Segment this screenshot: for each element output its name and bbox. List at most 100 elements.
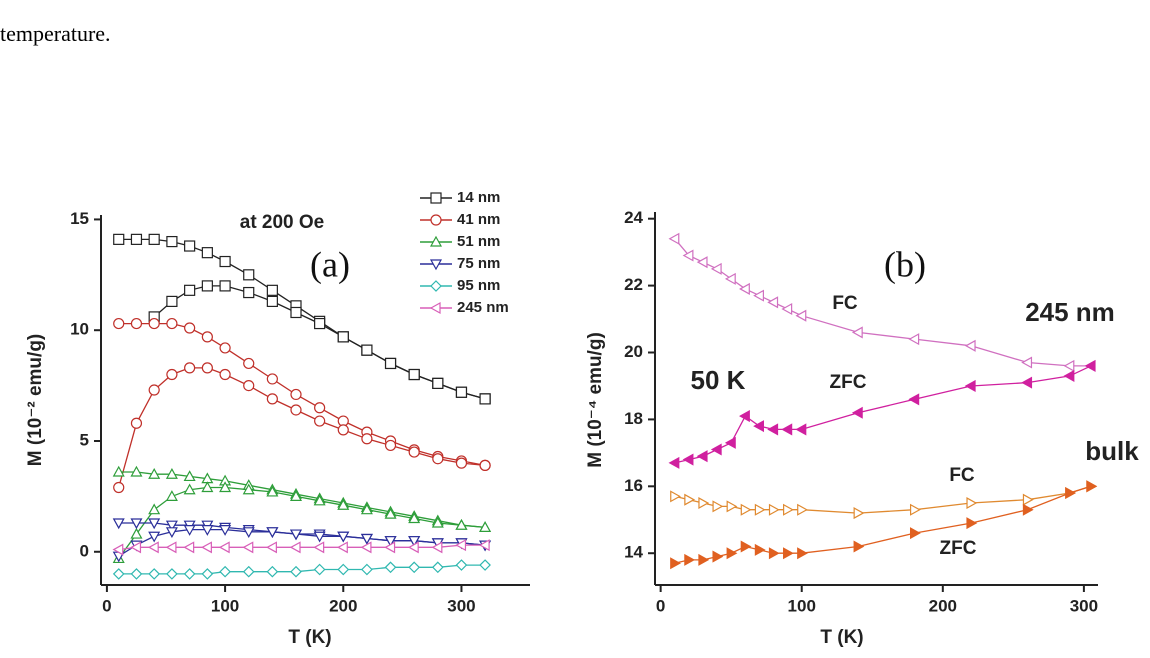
y-tick-label: 15 [70, 209, 89, 228]
marker [313, 531, 326, 543]
y-tick-label: 22 [624, 275, 643, 294]
marker [479, 459, 491, 471]
marker [408, 536, 421, 547]
marker [113, 481, 125, 494]
marker [851, 326, 863, 339]
marker [431, 561, 444, 574]
series-line [118, 367, 486, 488]
marker [337, 424, 349, 436]
marker [113, 317, 125, 330]
marker [201, 481, 214, 493]
y-axis-label: M (10⁻⁴ emu/g) [585, 332, 606, 468]
x-tick-label: 100 [211, 596, 239, 615]
marker [148, 233, 160, 245]
series-line [153, 285, 486, 400]
marker [148, 531, 161, 543]
marker [430, 192, 442, 204]
marker [337, 499, 350, 510]
marker [670, 557, 681, 570]
marker [781, 302, 793, 316]
marker [166, 235, 178, 248]
marker [478, 539, 490, 552]
marker [266, 373, 278, 385]
marker [314, 415, 326, 427]
marker [768, 547, 780, 560]
marker [148, 384, 160, 396]
y-tick-label: 24 [624, 208, 643, 227]
marker [201, 541, 212, 554]
marker [313, 494, 326, 506]
marker [682, 249, 694, 262]
marker [112, 465, 125, 477]
marker [313, 541, 325, 554]
marker [201, 247, 213, 259]
marker [243, 379, 255, 392]
legend-label: 14 nm [457, 189, 500, 206]
series-line [674, 238, 1091, 367]
marker [361, 563, 373, 576]
marker [726, 500, 738, 513]
marker [201, 525, 214, 536]
marker [201, 280, 213, 292]
marker [684, 493, 696, 506]
marker [853, 540, 865, 553]
marker [455, 539, 467, 552]
marker [1022, 503, 1034, 516]
marker [724, 272, 736, 285]
marker [797, 547, 808, 560]
annotation: bulk [1085, 436, 1139, 466]
marker [337, 331, 349, 343]
panel-label: (b) [884, 244, 926, 284]
marker [908, 393, 920, 406]
marker [696, 256, 708, 269]
marker [1086, 480, 1098, 493]
marker [408, 368, 420, 381]
marker [166, 368, 178, 381]
marker [710, 262, 722, 275]
marker [753, 289, 765, 302]
marker [219, 342, 231, 354]
marker [783, 503, 794, 516]
marker [148, 503, 161, 515]
marker [384, 357, 397, 370]
body-text: temperature. [0, 21, 111, 46]
marker [242, 541, 254, 554]
annotation: ZFC [940, 538, 977, 559]
marker [1021, 376, 1033, 389]
y-tick-label: 14 [624, 543, 643, 562]
marker [219, 565, 231, 578]
marker [1063, 359, 1075, 372]
marker [668, 232, 680, 245]
marker [290, 404, 302, 416]
annotation: FC [832, 293, 858, 314]
marker [768, 503, 780, 516]
marker [243, 286, 255, 299]
y-tick-label: 5 [80, 430, 89, 449]
marker [384, 507, 397, 519]
marker [148, 568, 161, 580]
marker [739, 282, 750, 295]
marker [266, 527, 279, 539]
marker [201, 568, 214, 580]
marker [130, 568, 143, 580]
marker [767, 423, 779, 436]
marker [479, 521, 492, 532]
marker [966, 517, 978, 530]
marker [698, 553, 710, 566]
marker [430, 214, 442, 226]
marker [360, 503, 373, 515]
marker [479, 393, 491, 405]
series-line [674, 485, 1092, 564]
marker [165, 541, 177, 554]
marker [130, 233, 143, 245]
marker [166, 568, 178, 580]
marker [219, 255, 231, 268]
marker [712, 550, 724, 563]
marker [290, 565, 302, 578]
y-tick-label: 18 [624, 409, 643, 428]
marker [184, 240, 196, 252]
marker [130, 417, 143, 429]
marker [360, 541, 372, 554]
annotation: 50 K [691, 365, 746, 395]
marker [966, 497, 978, 510]
